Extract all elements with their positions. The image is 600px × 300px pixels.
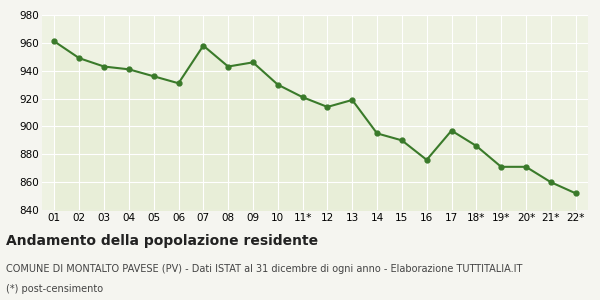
Text: (*) post-censimento: (*) post-censimento — [6, 284, 103, 295]
Text: COMUNE DI MONTALTO PAVESE (PV) - Dati ISTAT al 31 dicembre di ogni anno - Elabor: COMUNE DI MONTALTO PAVESE (PV) - Dati IS… — [6, 263, 523, 274]
Text: Andamento della popolazione residente: Andamento della popolazione residente — [6, 233, 318, 248]
